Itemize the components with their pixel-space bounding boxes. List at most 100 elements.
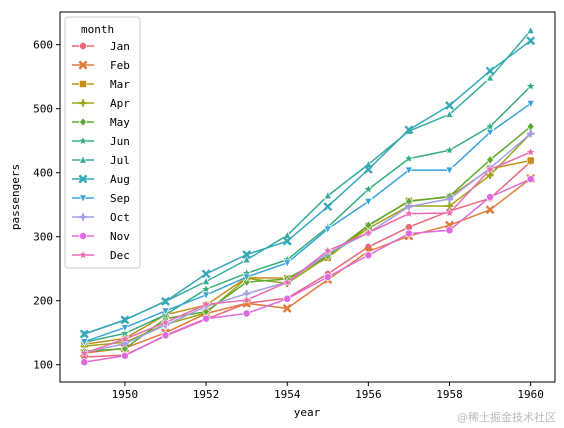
data-point-sep: [485, 128, 495, 138]
data-point-sep: [526, 100, 535, 109]
data-point-sep: [404, 166, 414, 175]
legend-swatch-marker: [79, 213, 87, 221]
legend-swatch-marker: [78, 194, 88, 203]
y-tick-label: 100: [33, 359, 53, 372]
data-point-aug: [201, 269, 211, 279]
series-line-oct: [84, 133, 532, 354]
data-point-feb: [485, 205, 495, 215]
legend-swatch-marker: [78, 155, 88, 164]
data-point-jul: [242, 254, 251, 264]
legend-label: May: [110, 116, 130, 129]
data-point-dec: [282, 277, 293, 287]
data-point-aug: [120, 315, 130, 325]
data-point-dec: [485, 164, 495, 174]
data-point-aug: [323, 202, 333, 212]
x-axis-label: year: [294, 406, 321, 419]
x-tick-label: 1960: [517, 388, 544, 401]
data-point-nov: [526, 175, 535, 184]
data-point-apr: [486, 171, 494, 179]
legend-items: Jan Feb Mar Apr May Jun Jul Aug Sep Oct Nov Dec: [72, 40, 130, 262]
data-point-jul: [201, 276, 211, 285]
data-point-sep: [283, 259, 292, 268]
series-layer: [79, 25, 536, 367]
legend-label: Jun: [110, 135, 130, 148]
data-point-jun: [485, 121, 495, 131]
legend-label: Feb: [110, 59, 130, 72]
data-point-aug: [445, 101, 454, 110]
legend-label: Jul: [110, 154, 130, 167]
data-point-nov: [120, 351, 129, 360]
legend-label: Apr: [110, 97, 130, 110]
legend-swatch-marker: [78, 117, 88, 127]
x-tick-label: 1950: [112, 388, 139, 401]
y-axis-label: passengers: [9, 164, 22, 230]
data-point-dec: [444, 207, 455, 218]
legend-swatch-marker: [79, 232, 87, 240]
data-point-aug: [161, 296, 170, 306]
data-point-nov: [404, 229, 413, 238]
series-line-aug: [84, 40, 532, 335]
data-point-sep: [323, 225, 332, 234]
legend-label: Oct: [110, 211, 130, 224]
data-point-jul: [364, 159, 373, 168]
legend-swatch-marker: [79, 80, 87, 88]
y-tick-label: 400: [33, 167, 53, 180]
legend-box: [64, 16, 141, 269]
legend-swatch-marker: [79, 42, 87, 50]
data-point-dec: [404, 208, 414, 218]
data-point-sep: [161, 307, 170, 316]
legend-item-nov: Nov: [72, 230, 130, 243]
data-point-nov: [323, 273, 332, 281]
data-point-nov: [161, 331, 170, 340]
data-point-may: [486, 155, 495, 165]
legend-item-aug: Aug: [72, 173, 130, 186]
data-point-sep: [445, 166, 454, 175]
x-tick-label: 1956: [355, 388, 382, 401]
data-point-sep: [242, 273, 251, 282]
legend: month Jan Feb Mar Apr May Jun Jul Aug Sep Oct Nov D…: [64, 16, 141, 269]
series-line-feb: [84, 177, 532, 354]
data-point-jul: [283, 230, 292, 239]
legend-label: Dec: [110, 249, 130, 262]
y-tick-label: 200: [33, 295, 53, 308]
legend-item-oct: Oct: [72, 211, 130, 224]
series-nov: [80, 175, 535, 367]
y-tick-label: 600: [33, 39, 53, 52]
x-axis: 1950 1952 1954 1956 1958 1960: [112, 382, 544, 401]
data-point-jul: [485, 73, 495, 82]
x-tick-label: 1952: [193, 388, 220, 401]
legend-label: Nov: [110, 230, 130, 243]
data-point-aug: [242, 250, 252, 260]
data-point-jun: [525, 81, 536, 91]
legend-item-apr: Apr: [72, 97, 130, 110]
data-point-aug: [282, 236, 292, 246]
data-point-nov: [202, 314, 211, 323]
data-point-jul: [526, 25, 535, 35]
data-point-dec: [322, 245, 333, 255]
watermark: @稀土掘金技术社区: [457, 410, 556, 424]
legend-swatch-marker: [79, 99, 87, 107]
data-point-sep: [364, 198, 373, 207]
data-point-dec: [160, 317, 171, 327]
x-tick-label: 1958: [436, 388, 463, 401]
data-point-jun: [404, 153, 414, 163]
legend-title: month: [81, 23, 114, 36]
series-aug: [79, 36, 536, 339]
data-point-sep: [120, 324, 130, 333]
legend-swatch-marker: [78, 135, 88, 146]
data-point-sep: [80, 338, 89, 347]
data-point-jun: [363, 184, 374, 194]
legend-item-jul: Jul: [72, 154, 130, 167]
y-axis: 100 200 300 400 500 600: [33, 39, 60, 372]
legend-item-jun: Jun: [72, 135, 130, 148]
data-point-jul: [445, 109, 454, 118]
data-point-oct: [527, 130, 535, 138]
legend-swatch-marker: [78, 60, 88, 70]
data-point-sep: [201, 291, 211, 300]
legend-swatch-marker: [78, 249, 88, 260]
legend-item-feb: Feb: [72, 59, 130, 72]
data-point-nov: [242, 309, 251, 318]
data-point-aug: [485, 66, 495, 76]
legend-item-dec: Dec: [72, 249, 130, 262]
data-point-mar: [526, 156, 535, 165]
